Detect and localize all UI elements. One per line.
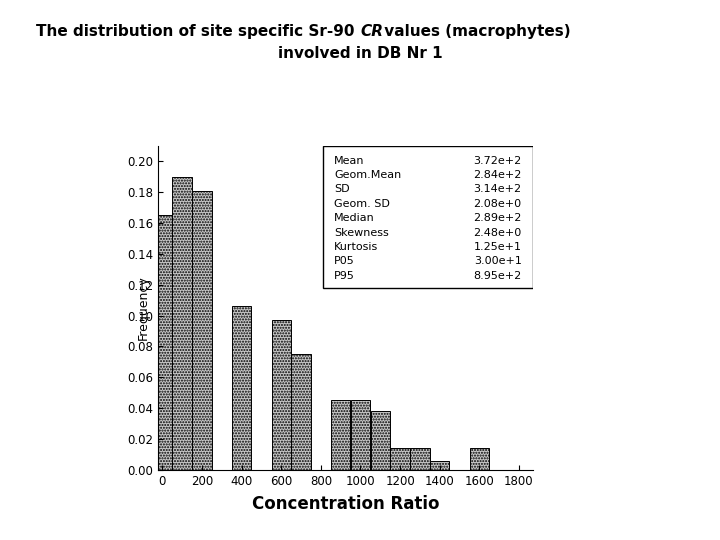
Text: Frequency: Frequency [137, 275, 150, 340]
Bar [410, 448, 430, 470]
Bar [192, 191, 212, 470]
Bar [390, 448, 410, 470]
Text: The distribution of site specific Sr-90: The distribution of site specific Sr-90 [36, 24, 360, 39]
Text: CR: CR [360, 24, 383, 39]
Text: 3.72e+2
2.84e+2
3.14e+2
2.08e+0
2.89e+2
2.48e+0
1.25e+1
3.00e+1
8.95e+2: 3.72e+2 2.84e+2 3.14e+2 2.08e+0 2.89e+2 … [473, 156, 521, 281]
Bar [232, 306, 251, 470]
Bar [469, 448, 489, 470]
Bar [430, 461, 449, 470]
Text: involved in DB Nr 1: involved in DB Nr 1 [278, 46, 442, 61]
Bar [371, 411, 390, 470]
Text: values (macrophytes): values (macrophytes) [379, 24, 570, 39]
Bar [173, 177, 192, 470]
X-axis label: Concentration Ratio: Concentration Ratio [252, 495, 439, 512]
Bar [271, 320, 291, 470]
Bar [331, 400, 351, 470]
Bar [351, 400, 370, 470]
Bar [323, 146, 533, 288]
Bar [292, 354, 311, 470]
Bar [153, 215, 172, 470]
Text: Mean
Geom.Mean
SD
Geom. SD
Median
Skewness
Kurtosis
P05
P95: Mean Geom.Mean SD Geom. SD Median Skewne… [334, 156, 402, 281]
